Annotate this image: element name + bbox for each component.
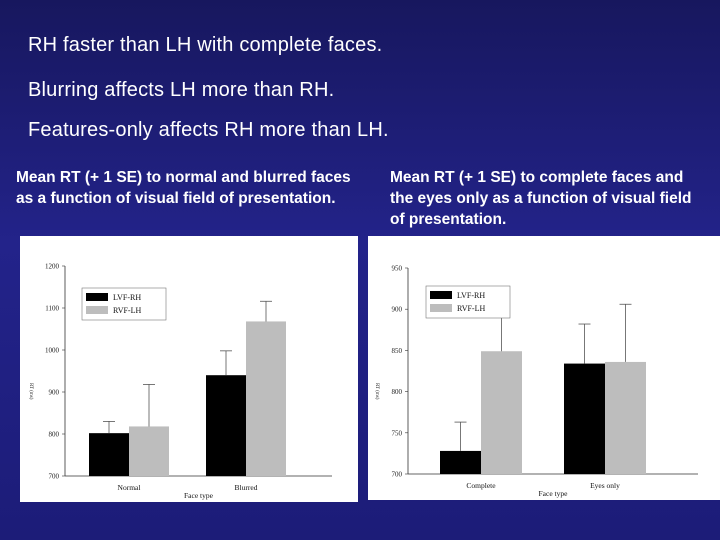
y-axis-title: RT (ms) — [374, 383, 379, 400]
y-tick-label: 700 — [49, 473, 60, 481]
bar-lvf-rh-complete — [440, 450, 481, 474]
chart-1-caption: Mean RT (+ 1 SE) to normal and blurred f… — [16, 169, 351, 207]
x-category-label: Eyes only — [590, 481, 620, 490]
y-tick-label: 750 — [392, 429, 403, 437]
chart-2-caption: Mean RT (+ 1 SE) to complete faces and t… — [390, 169, 692, 228]
y-tick-label: 700 — [392, 471, 403, 479]
bullet-1: RH faster than LH with complete faces. — [28, 34, 383, 56]
legend-label: LVF-RH — [457, 291, 485, 300]
bar-rvf-lh-eyes-only — [605, 361, 646, 474]
legend-label: RVF-LH — [457, 304, 485, 313]
x-category-label: Complete — [466, 481, 496, 490]
chart-2: 700 750 800 850 900 950 RT (ms) Complete Eyes on… — [374, 265, 698, 498]
bar-lvf-rh-normal — [89, 433, 129, 476]
x-axis-title: Face type — [184, 491, 214, 500]
x-category-label: Blurred — [235, 483, 258, 492]
bullet-3: Features-only affects RH more than LH. — [28, 119, 389, 141]
legend-swatch — [430, 304, 452, 312]
bar-rvf-lh-blurred — [246, 321, 286, 476]
legend-swatch — [430, 291, 452, 299]
y-tick-label: 800 — [392, 388, 403, 396]
legend-label: RVF-LH — [113, 306, 141, 315]
y-tick-label: 950 — [392, 265, 403, 273]
y-tick-label: 900 — [392, 306, 403, 314]
y-tick-label: 800 — [49, 431, 60, 439]
y-tick-label: 850 — [392, 347, 403, 355]
y-tick-label: 1100 — [45, 305, 59, 313]
chart-2-panel: 700 750 800 850 900 950 RT (ms) Complete Eyes on… — [368, 236, 720, 500]
y-tick-label: 1000 — [45, 347, 60, 355]
chart-1: 700 800 900 1000 1100 1200 RT (ms) Normal Blurre… — [28, 263, 332, 500]
bar-rvf-lh-complete — [481, 351, 522, 474]
bar-lvf-rh-blurred — [206, 375, 246, 476]
legend-swatch — [86, 306, 108, 314]
x-axis-title: Face type — [539, 489, 569, 498]
legend-swatch — [86, 293, 108, 301]
y-tick-label: 900 — [49, 389, 60, 397]
x-category-label: Normal — [118, 483, 141, 492]
bar-rvf-lh-normal — [129, 426, 169, 476]
y-tick-label: 1200 — [45, 263, 60, 271]
bar-lvf-rh-eyes-only — [564, 363, 605, 474]
bullet-2: Blurring affects LH more than RH. — [28, 79, 335, 101]
y-axis-title: RT (ms) — [28, 383, 33, 400]
chart-1-panel: 700 800 900 1000 1100 1200 RT (ms) Normal Blurre… — [20, 236, 358, 502]
legend-label: LVF-RH — [113, 293, 141, 302]
